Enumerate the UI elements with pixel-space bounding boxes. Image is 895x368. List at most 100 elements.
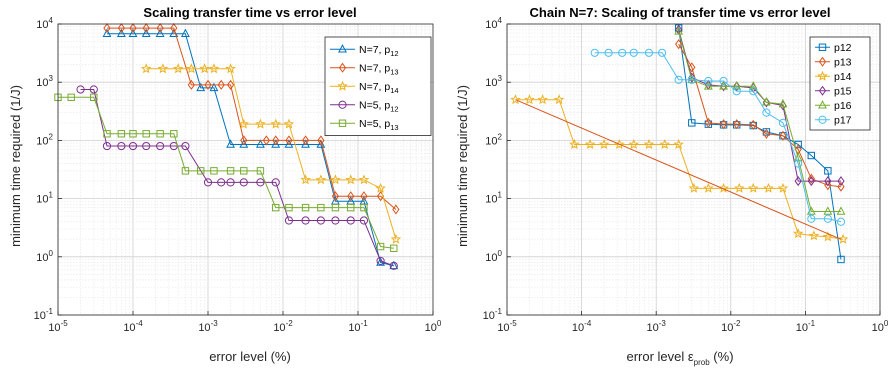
chart-left-legend-label: N=7, p13: [359, 62, 399, 76]
chart-right-data-point: [687, 74, 697, 84]
chart-right-data-point: [643, 139, 655, 149]
chart-left-series-line: [58, 96, 394, 249]
chart-right-x-tick-label: 10-1: [796, 319, 816, 334]
chart-right-data-point: [837, 233, 849, 244]
chart-right-data-point: [584, 139, 596, 149]
chart-left-data-point: [156, 23, 164, 34]
chart-left-data-point: [226, 79, 235, 90]
chart-left-data-point: [284, 139, 294, 148]
chart-right-data-point: [569, 139, 580, 149]
chart-left-y-tick-exp: 2: [49, 132, 54, 141]
chart-left-x-tick-base: 10: [348, 322, 360, 334]
chart-right-data-point: [553, 94, 565, 105]
chart-left-legend-item: N=7, p13: [330, 62, 399, 76]
chart-right-data-point: [823, 214, 832, 223]
chart-right-data-point: [719, 119, 728, 130]
chart-left-data-point: [240, 167, 248, 175]
chart-left-legend-marker: [338, 119, 347, 127]
chart-right-y-tick-exp: 2: [498, 132, 503, 141]
chart-right-data-point: [673, 139, 684, 149]
chart-right-legend-label: p13: [834, 56, 852, 68]
chart-left-y-tick-label: 101: [36, 191, 53, 206]
chart-left-data-point: [102, 141, 112, 151]
chart-left-data-point: [301, 135, 310, 146]
chart-left-data-point: [392, 204, 400, 215]
chart-left-data-point: [317, 135, 325, 146]
chart-left-data-point: [90, 93, 98, 102]
chart-right-x-axis-label: error level εprob (%): [626, 349, 733, 367]
chart-left-legend-label: N=5, p13: [359, 118, 399, 132]
chart-right-legend-item: p14: [815, 70, 852, 83]
chart-right-legend-item: p17: [815, 114, 852, 126]
chart-left-data-point: [301, 216, 310, 225]
chart-left-legend-marker: [338, 44, 347, 53]
chart-left-data-point: [217, 178, 226, 187]
chart-right-data-point: [719, 76, 728, 86]
chart-right-legend-marker: [818, 56, 827, 67]
chart-right-data-point: [824, 180, 832, 191]
chart-left-data-point: [129, 23, 137, 34]
chart-right-legend-label: p16: [834, 100, 852, 112]
chart-left-data-point: [315, 174, 327, 185]
chart-left-data-point: [103, 130, 111, 138]
chart-right-series-line: [594, 52, 842, 223]
chart-left-legend-label-sub: 12: [390, 104, 398, 113]
chart-right-data-point: [510, 94, 521, 105]
chart-left-y-tick-exp: 1: [49, 191, 54, 200]
chart-right-data-point: [807, 151, 816, 160]
chart-left-data-point: [157, 63, 169, 74]
chart-right-data-point: [748, 81, 758, 90]
chart-left-x-tick-label: 10-4: [123, 319, 143, 334]
chart-left-x-tick-base: 10: [273, 322, 285, 334]
chart-right-data-point: [598, 139, 610, 149]
chart-right-data-point: [837, 181, 845, 192]
chart-left-data-point: [116, 28, 126, 38]
chart-left-data-point: [117, 23, 125, 34]
chart-left-legend-label-sub: 13: [390, 123, 398, 132]
chart-left-data-point: [330, 174, 341, 185]
chart-left-data-point: [390, 244, 398, 252]
chart-left-data-point: [103, 23, 111, 34]
chart-left-y-tick-base: 10: [36, 19, 48, 31]
chart-right-series-line: [515, 99, 842, 240]
chart-right-data-point: [794, 140, 802, 149]
chart-right-y-tick-base: 10: [485, 135, 497, 147]
chart-left-x-tick-label: 10-5: [48, 319, 68, 334]
chart-right-x-tick-label: 10-5: [497, 319, 517, 334]
chart-right-data-point: [749, 87, 758, 96]
chart-left-legend-item: N=5, p12: [330, 99, 399, 113]
chart-left-data-point: [128, 141, 138, 151]
chart-left-data-point: [209, 82, 219, 92]
chart-left-data-point: [170, 130, 178, 138]
chart-left-data-point: [271, 139, 281, 148]
chart-right-data-point: [674, 75, 683, 84]
chart-right-data-point: [777, 182, 789, 193]
chart-right-data-point: [688, 119, 696, 127]
chart-left-legend-label-name: N=5, p: [359, 118, 390, 130]
chart-left-data-point: [300, 174, 311, 185]
chart-right-legend-label-name: p12: [834, 42, 852, 54]
chart-right-data-point: [719, 81, 728, 90]
chart-left-data-point: [390, 233, 402, 244]
chart-left-series-3: [140, 63, 402, 244]
chart-right-data-point: [659, 139, 670, 149]
chart-left-data-point: [285, 135, 293, 146]
chart-left-data-point: [117, 130, 126, 138]
chart-left-y-tick-base: 10: [36, 77, 48, 89]
chart-right-axes-box: [506, 23, 881, 316]
chart-right-legend-marker: [818, 100, 827, 109]
chart-right-data-point: [644, 48, 654, 57]
chart-left-data-point: [226, 167, 235, 175]
chart-left-x-tick-base: 10: [123, 322, 135, 334]
chart-right-data-point: [807, 173, 815, 184]
chart-right-legend-label: p17: [834, 114, 852, 126]
chart-left-y-tick-exp: -1: [46, 307, 54, 316]
chart-left-x-tick-base: 10: [48, 322, 60, 334]
chart-left-legend-label-sub: 12: [390, 49, 398, 58]
chart-left-legend-label-name: N=7, p: [359, 62, 390, 74]
chart-left-data-point: [256, 178, 265, 187]
chart-left-data-point: [141, 28, 151, 38]
chart-right-data-point: [837, 176, 845, 187]
chart-right-data-point: [675, 39, 683, 50]
chart-right-data-point: [749, 119, 757, 130]
